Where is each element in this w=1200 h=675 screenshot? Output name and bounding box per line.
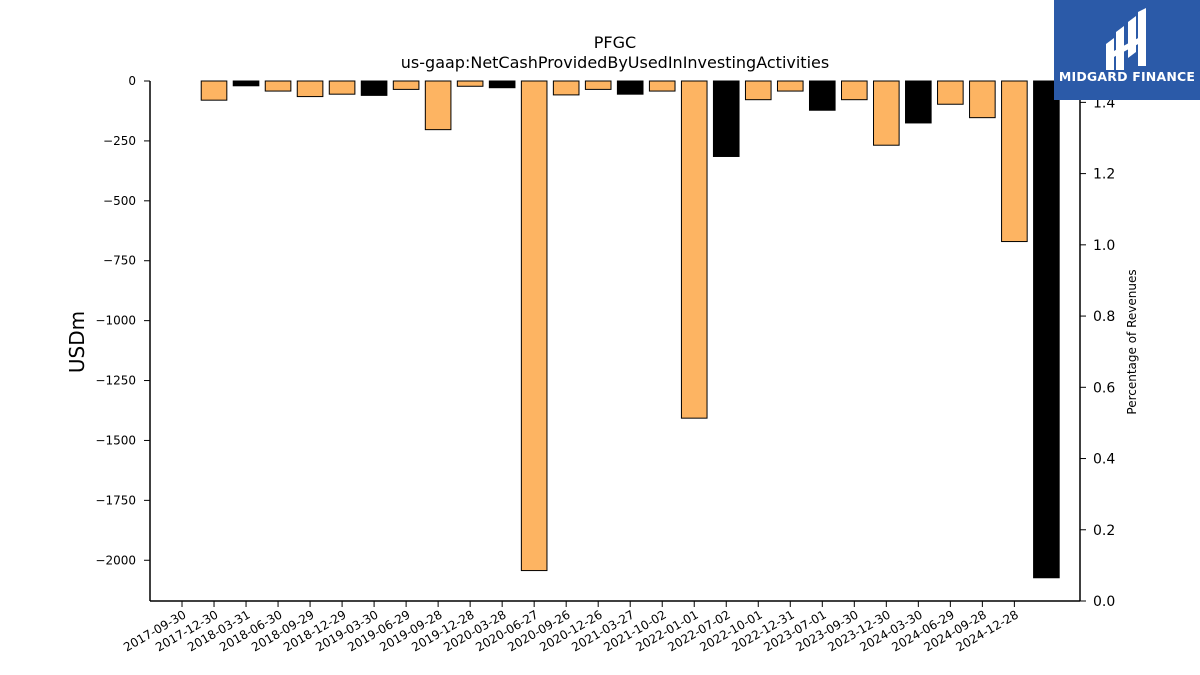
y-axis-label: USDm (65, 311, 89, 373)
chart-subtitle: us-gaap:NetCashProvidedByUsedInInvesting… (401, 53, 829, 72)
bar-2018-06-30 (296, 80, 324, 98)
bar-2024-03-30 (937, 80, 964, 105)
y2-tick-label-1.2: 1.2 (1093, 167, 1115, 183)
y-tick-label--2000: −2000 (95, 553, 136, 567)
bar-2023-12-30 (905, 80, 932, 124)
y-tick-label--750: −750 (103, 254, 136, 268)
bar-2022-10-01 (776, 80, 804, 92)
axes: 0 −250 −500 −750 −1000 −1250 −1500 −1750 −2000 0.… (95, 74, 1115, 654)
chart-title: PFGC (594, 33, 636, 52)
bar-2018-09-29 (328, 80, 356, 95)
bar-2019-09-28 (456, 80, 484, 87)
bars (200, 80, 1060, 579)
y2-tick-label-0.8: 0.8 (1093, 309, 1115, 325)
bar-2023-07-01 (841, 80, 868, 101)
y2-tick-label-1: 1.0 (1093, 238, 1115, 254)
logo-text: MIDGARD FINANCE (1058, 69, 1196, 84)
y-tick-label--500: −500 (103, 194, 136, 208)
bar-2022-07-02 (744, 80, 772, 101)
bar-2021-03-27 (648, 80, 676, 92)
bar-2022-12-31 (808, 80, 836, 111)
y2-tick-label-0: 0.0 (1093, 594, 1115, 610)
bar-2019-03-30 (392, 80, 420, 90)
bar-2024-06-29 (969, 80, 996, 119)
bar-2018-12-29 (360, 80, 388, 96)
bar-2020-03-28 (520, 80, 548, 572)
y-tick-label--250: −250 (103, 134, 136, 148)
y2-tick-label-0.2: 0.2 (1093, 523, 1115, 539)
bar-2021-10-02 (680, 80, 708, 419)
bar-2017-12-30 (232, 80, 260, 87)
bar-2017-09-30 (200, 80, 228, 101)
bar-2023-09-30 (873, 80, 900, 146)
midgard-logo-icon (1106, 8, 1146, 70)
y-tick-label--1500: −1500 (95, 433, 136, 447)
y2-axis-label: Percentage of Revenues (1125, 269, 1139, 414)
bar-2020-06-27 (552, 80, 580, 96)
bar-2024-12-28 (1033, 80, 1060, 579)
bar-2024-09-28 (1001, 80, 1028, 243)
y-tick-label--1750: −1750 (95, 493, 136, 507)
y-tick-label--1250: −1250 (95, 374, 136, 388)
y-tick-label-0: 0 (128, 74, 136, 88)
y2-tick-label-0.4: 0.4 (1093, 452, 1115, 468)
y2-tick-label-0.6: 0.6 (1093, 380, 1115, 396)
bar-2020-12-26 (616, 80, 644, 95)
y-tick-label--1000: −1000 (95, 314, 136, 328)
midgard-finance-logo: MIDGARD FINANCE (1054, 0, 1200, 100)
bar-2018-03-31 (264, 80, 292, 92)
bar-2022-01-01 (712, 80, 740, 157)
bar-2019-12-28 (488, 80, 516, 89)
bar-2019-06-29 (424, 80, 452, 131)
bar-2020-09-26 (584, 80, 612, 90)
